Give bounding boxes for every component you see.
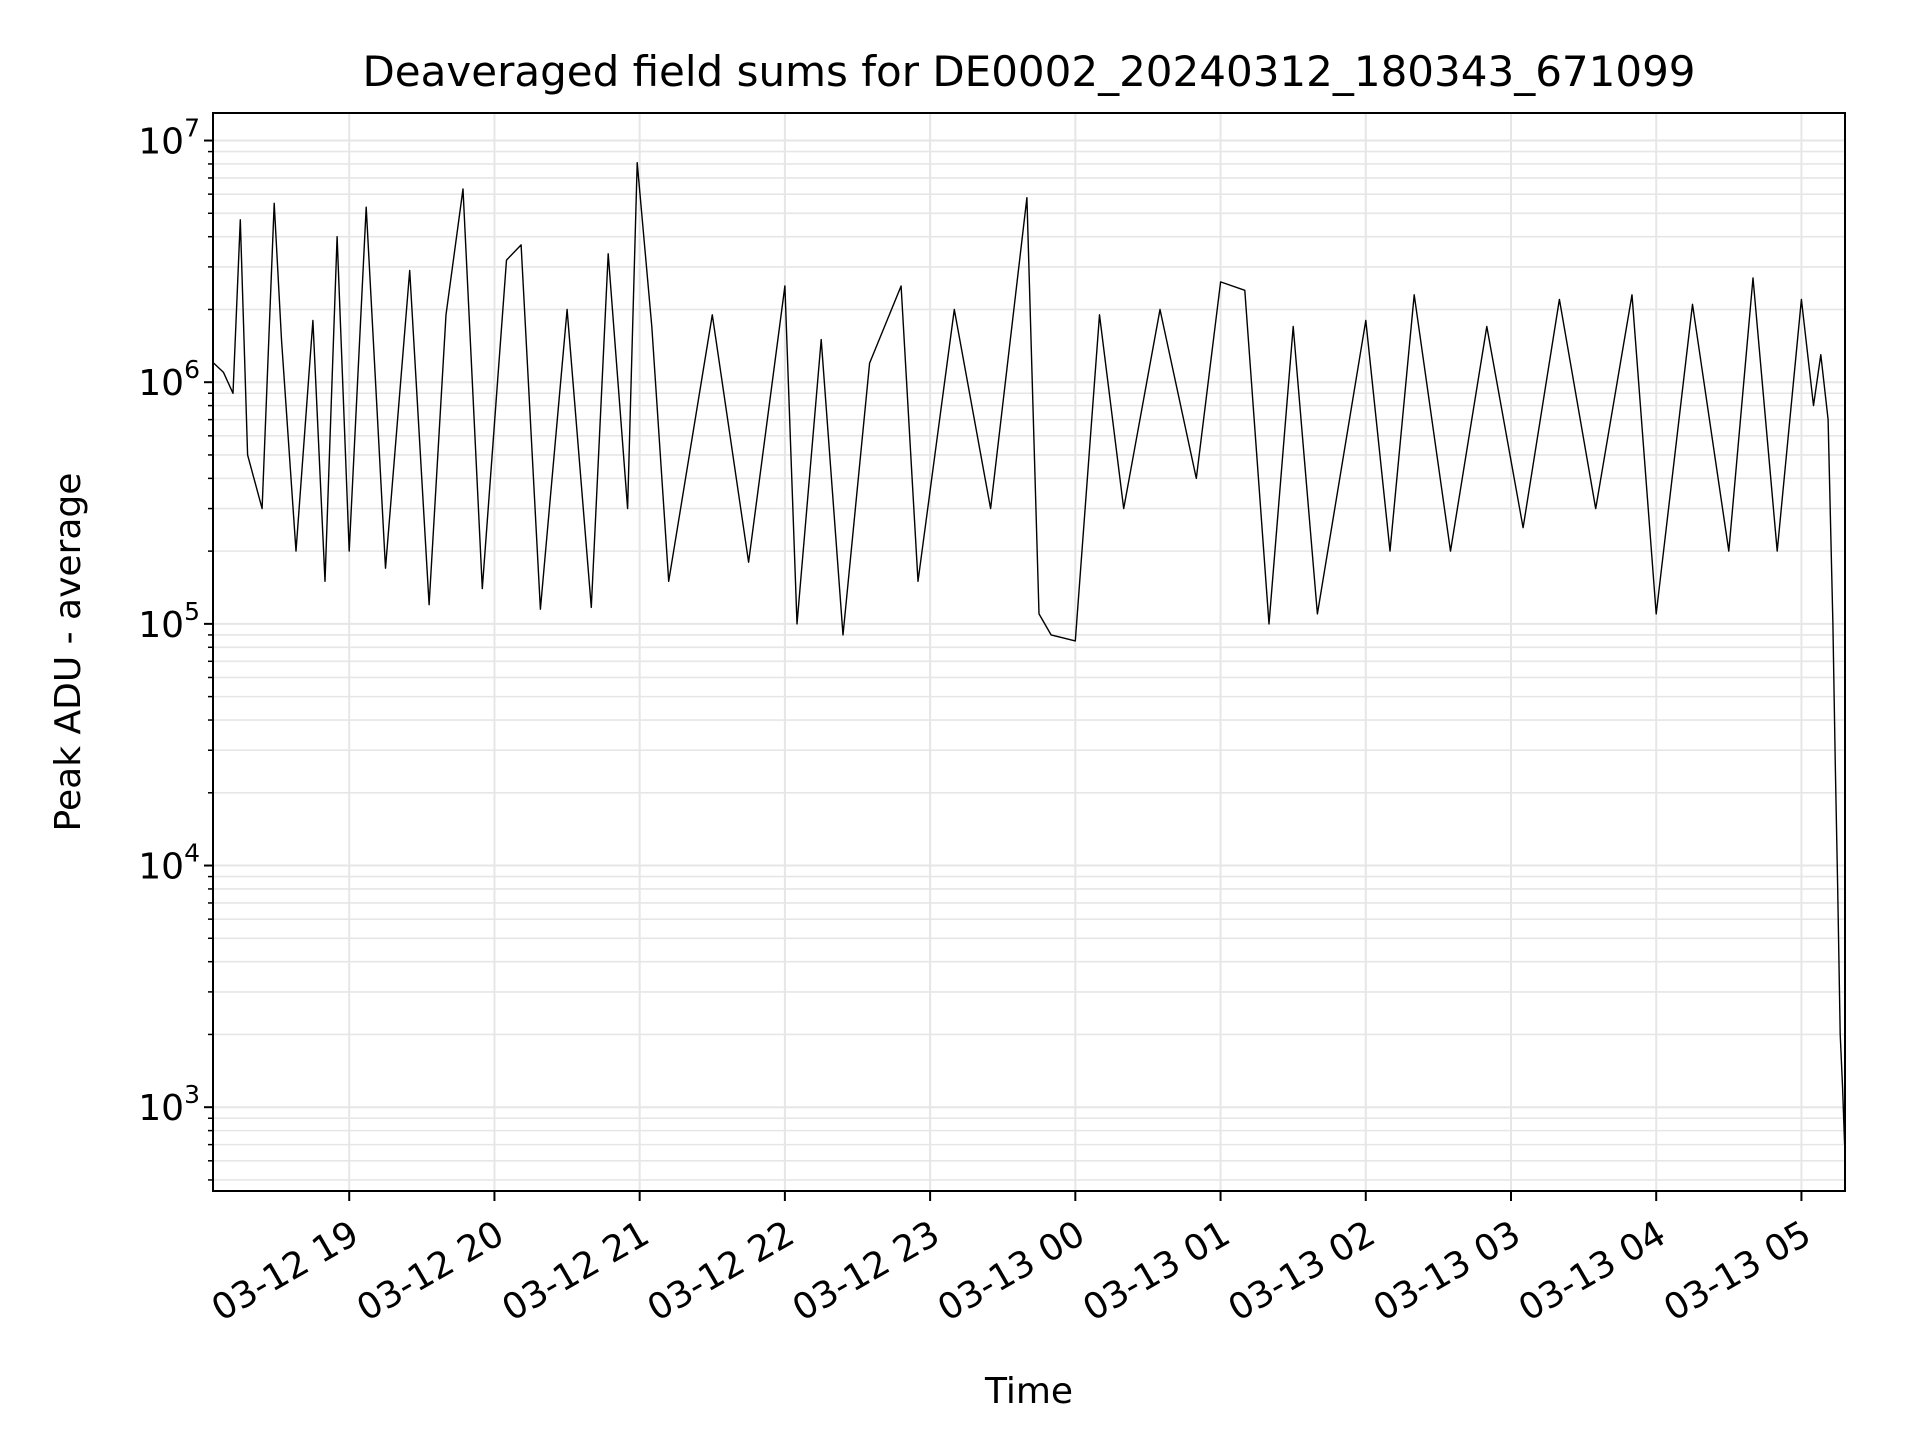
y-tick-exponent: 6 [184, 355, 200, 384]
y-tick-base: 10 [138, 122, 184, 163]
chart-title: Deaveraged field sums for DE0002_2024031… [362, 47, 1695, 96]
y-tick-exponent: 3 [184, 1080, 200, 1109]
series-line [213, 162, 1846, 1145]
y-tick-base: 10 [138, 1088, 184, 1129]
y-tick-base: 10 [138, 363, 184, 404]
x-axis-label: Time [984, 1371, 1073, 1412]
y-tick-label: 107 [138, 114, 200, 163]
y-tick-label: 104 [138, 839, 200, 888]
y-tick-base: 10 [138, 605, 184, 646]
y-tick-exponent: 4 [184, 839, 200, 868]
grid [213, 113, 1845, 1191]
data-series [213, 162, 1846, 1145]
y-tick-label: 106 [138, 355, 200, 404]
y-tick-label: 105 [138, 597, 200, 646]
y-tick-label: 103 [138, 1080, 200, 1129]
y-tick-base: 10 [138, 847, 184, 888]
y-axis-label: Peak ADU - average [48, 473, 89, 832]
y-tick-exponent: 5 [184, 597, 200, 626]
plot-frame [212, 112, 1846, 1192]
y-tick-exponent: 7 [184, 114, 200, 143]
